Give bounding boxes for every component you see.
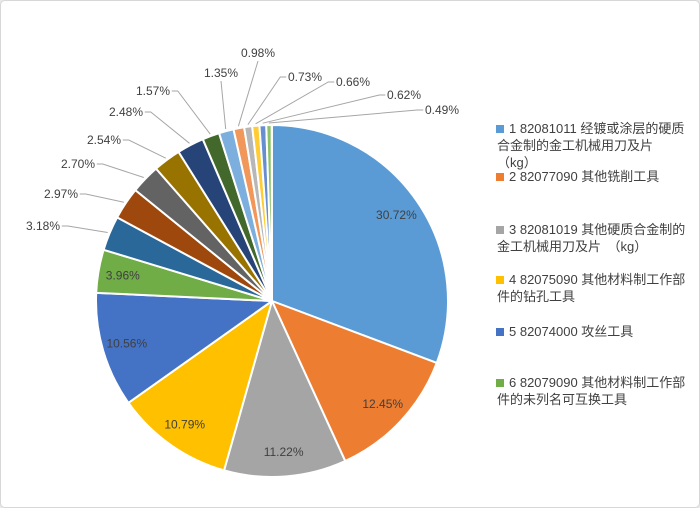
data-label: 12.45%	[362, 397, 403, 411]
leader-line	[144, 111, 190, 144]
legend-swatch-icon	[496, 173, 504, 181]
data-label: 2.97%	[44, 187, 78, 201]
pie-slice[interactable]	[127, 300, 273, 472]
legend-swatch-icon	[496, 328, 504, 336]
data-label: 2.48%	[109, 105, 143, 119]
legend-label: 1 82081011 经镀或涂层的硬质合金制的金工机械用刀及片 （kg）	[497, 121, 693, 170]
leader-line	[247, 76, 287, 125]
leader-line	[96, 163, 144, 178]
legend-label: 4 82075090 其他材料制工作部件的钻孔工具	[497, 272, 686, 304]
data-label: 10.79%	[164, 418, 205, 432]
data-label: 11.22%	[264, 445, 304, 459]
data-label: 30.72%	[376, 208, 417, 222]
data-label: 0.73%	[288, 70, 322, 84]
pie-slice[interactable]	[223, 300, 347, 478]
data-label: 0.98%	[241, 46, 275, 60]
pie-slice[interactable]	[95, 291, 273, 404]
legend-label: 5 82074000 攻丝工具	[509, 324, 634, 339]
data-label: 2.70%	[61, 157, 95, 171]
leader-line	[262, 94, 386, 124]
pie-slice[interactable]	[271, 124, 449, 364]
data-label: 2.54%	[87, 133, 121, 147]
data-label: 1.35%	[204, 66, 238, 80]
leader-line	[61, 225, 108, 233]
legend-label: 6 82079090 其他材料制工作部件的未列名可互换工具	[497, 375, 686, 407]
leader-line	[237, 60, 259, 127]
data-label: 3.18%	[26, 219, 60, 233]
legend-item[interactable]: 6 82079090 其他材料制工作部件的未列名可互换工具	[496, 374, 695, 408]
data-label: 0.66%	[336, 75, 370, 89]
leader-line	[220, 80, 227, 130]
legend-swatch-icon	[496, 276, 504, 284]
leader-line	[79, 193, 125, 203]
data-label: 0.49%	[425, 103, 459, 117]
legend-item[interactable]: 5 82074000 攻丝工具	[496, 323, 695, 340]
leader-line	[268, 109, 424, 124]
leader-line	[255, 81, 335, 125]
legend-item[interactable]: 1 82081011 经镀或涂层的硬质合金制的金工机械用刀及片 （kg）	[496, 120, 695, 171]
legend-item[interactable]: 3 82081019 其他硬质合金制的金工机械用刀及片 （kg）	[496, 221, 695, 255]
legend: 1 82081011 经镀或涂层的硬质合金制的金工机械用刀及片 （kg） 2 82…	[496, 1, 697, 507]
pie-slice[interactable]	[271, 300, 438, 463]
legend-item[interactable]: 2 82077090 其他铣削工具	[496, 168, 695, 185]
legend-item[interactable]: 4 82075090 其他材料制工作部件的钻孔工具	[496, 271, 695, 305]
data-label: 1.57%	[136, 84, 170, 98]
data-label: 10.56%	[106, 337, 147, 351]
legend-swatch-icon	[496, 226, 504, 234]
leader-line	[122, 139, 167, 159]
legend-label: 3 82081019 其他硬质合金制的金工机械用刀及片 （kg）	[497, 222, 686, 254]
data-label: 0.62%	[387, 88, 421, 102]
leader-line	[171, 90, 211, 135]
legend-label: 2 82077090 其他铣削工具	[509, 169, 660, 184]
legend-swatch-icon	[496, 125, 504, 133]
pie-slice[interactable]	[265, 124, 273, 302]
legend-swatch-icon	[496, 379, 504, 387]
data-label: 3.96%	[106, 268, 140, 282]
